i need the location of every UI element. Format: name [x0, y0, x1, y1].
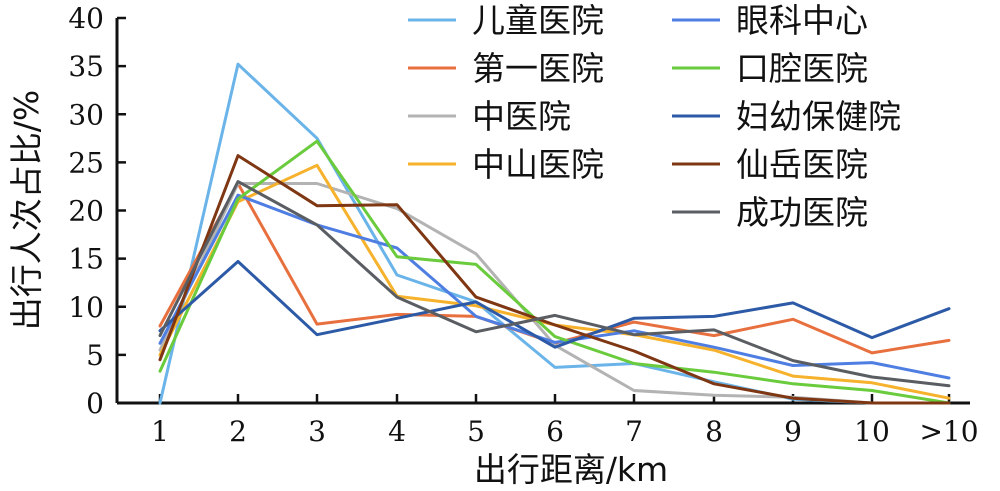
y-tick-label: 0 — [86, 387, 104, 420]
series-line — [158, 260, 951, 349]
x-tick-label: 7 — [625, 415, 643, 448]
y-tick-label: 40 — [68, 2, 104, 35]
y-tick-label: 30 — [68, 98, 104, 131]
x-tick-label: 5 — [467, 415, 485, 448]
x-tick-label: 9 — [784, 415, 802, 448]
y-tick-label: 15 — [68, 243, 104, 276]
y-tick-label: 20 — [68, 195, 104, 228]
x-tick-label: 8 — [705, 415, 723, 448]
legend-label: 眼科中心 — [736, 1, 868, 40]
x-tick-label: 10 — [854, 415, 890, 448]
x-tick-label: 6 — [546, 415, 564, 448]
series-line — [158, 193, 951, 380]
x-tick-label: 3 — [308, 415, 326, 448]
axes: 0 5 10 15 20 25 30 35 40 1 2 3 4 5 6 7 8 9 10 >10 — [68, 2, 978, 448]
x-tick-label: 1 — [151, 415, 169, 448]
x-axis-title: 出行距离/km — [474, 450, 668, 489]
legend-label: 仙岳医院 — [736, 145, 868, 184]
legend-label: 口腔医院 — [736, 49, 868, 88]
legend-label: 儿童医院 — [472, 1, 604, 40]
y-axis-title: 出行人次占比/% — [7, 90, 46, 330]
series-line — [158, 154, 951, 405]
series-line — [158, 139, 951, 405]
series-layer — [158, 62, 951, 405]
series-line — [158, 180, 951, 388]
y-tick-label: 10 — [68, 291, 104, 324]
x-tick-label: 2 — [229, 415, 247, 448]
y-tick-label: 5 — [86, 339, 104, 372]
y-tick-label: 25 — [68, 146, 104, 179]
y-tick-label: 35 — [68, 50, 104, 83]
legend-label: 成功医院 — [736, 193, 868, 232]
legend-label: 中医院 — [472, 97, 571, 136]
x-tick-label: 4 — [388, 415, 406, 448]
legend-label: 中山医院 — [472, 145, 604, 184]
legend-label: 第一医院 — [472, 49, 604, 88]
legend-label: 妇幼保健院 — [736, 97, 901, 136]
x-tick-label: >10 — [919, 415, 978, 448]
